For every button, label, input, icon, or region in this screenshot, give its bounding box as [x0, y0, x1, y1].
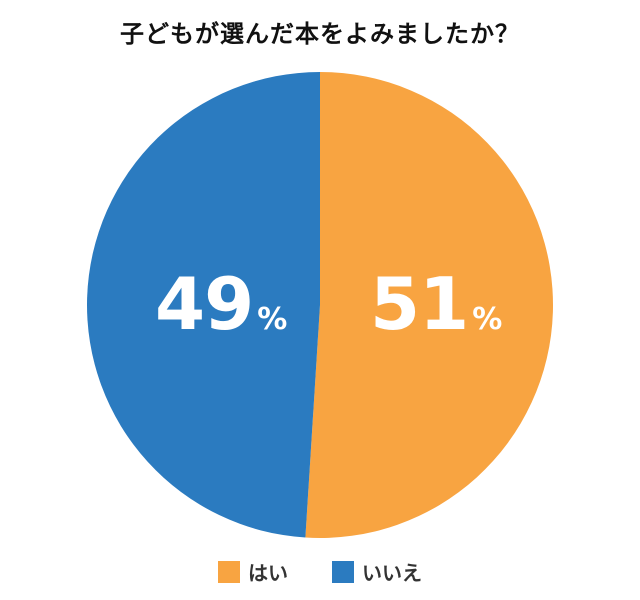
- legend-swatch-no: [332, 560, 354, 583]
- legend-label-no: いいえ: [362, 561, 422, 585]
- legend-item-no: いいえ: [332, 557, 422, 586]
- data-label-yes-value: 51: [370, 262, 469, 346]
- data-label-yes: 51%: [370, 262, 502, 346]
- data-label-no-value: 49: [155, 262, 254, 346]
- pie-slice-no: [87, 72, 320, 538]
- data-label-no: 49%: [155, 262, 287, 346]
- chart-title: 子どもが選んだ本をよみましたか？: [120, 20, 520, 48]
- legend-item-yes: はい: [218, 557, 288, 586]
- data-label-yes-percent: %: [472, 302, 503, 337]
- legend-label-yes: はい: [248, 561, 288, 585]
- legend-swatch-yes: [218, 560, 240, 583]
- pie-slice-yes: [305, 72, 554, 538]
- data-label-no-percent: %: [257, 302, 288, 337]
- legend: はい いいえ: [0, 557, 640, 586]
